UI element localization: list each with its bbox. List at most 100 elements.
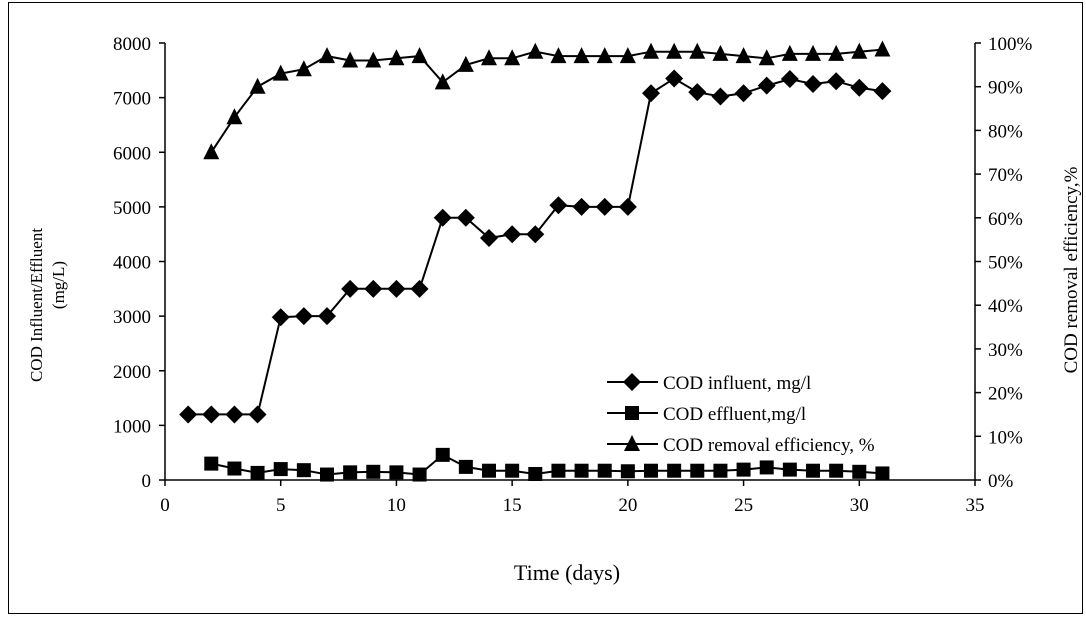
data-point-diamond — [595, 197, 614, 216]
data-point-diamond — [734, 84, 753, 103]
x-tick-label: 25 — [734, 495, 753, 516]
data-point-triangle — [781, 44, 798, 61]
data-point-square — [551, 463, 566, 478]
x-tick-label: 0 — [160, 495, 170, 516]
data-point-diamond — [642, 84, 660, 103]
data-point-triangle — [365, 51, 382, 68]
data-point-square — [505, 463, 520, 478]
y-tick-label: 7000 — [113, 89, 151, 110]
data-point-diamond — [780, 70, 799, 89]
data-point-triangle — [851, 42, 868, 59]
data-point-triangle — [550, 47, 567, 64]
y2-tick-label: 20% — [988, 384, 1023, 405]
data-point-square — [782, 462, 797, 477]
data-point-triangle — [828, 44, 845, 61]
y2-tick-label: 40% — [988, 296, 1023, 317]
data-point-diamond — [572, 197, 591, 216]
data-point-diamond — [271, 308, 290, 327]
data-point-triangle — [712, 44, 729, 61]
x-tick-label: 20 — [618, 495, 637, 516]
data-point-diamond — [294, 307, 313, 326]
data-point-diamond — [433, 208, 452, 227]
data-point-square — [227, 461, 242, 476]
data-point-square — [366, 464, 381, 479]
axes: 0 5 10 15 20 25 30 35 0 1000 2000 3000 4000 5000 6000 7… — [113, 34, 1033, 516]
legend-marker-square — [625, 406, 639, 420]
data-point-triangle — [388, 49, 405, 66]
data-point-triangle — [735, 47, 752, 64]
series-line-triangle — [210, 48, 883, 153]
data-point-diamond — [480, 229, 498, 248]
data-point-triangle — [689, 42, 706, 59]
data-point-triangle — [481, 49, 497, 66]
data-point-diamond — [873, 82, 892, 101]
data-point-diamond — [364, 279, 383, 298]
data-point-triangle — [874, 40, 891, 57]
data-point-square — [620, 464, 635, 479]
data-point-square — [829, 463, 844, 478]
data-point-triangle — [203, 143, 220, 160]
y2-tick-label: 50% — [988, 253, 1023, 274]
y-tick-label: 5000 — [113, 198, 151, 219]
y-tick-label: 3000 — [113, 307, 151, 328]
series-line-square — [211, 453, 883, 476]
data-point-diamond — [804, 74, 822, 93]
y-tick-label: 8000 — [113, 34, 151, 55]
data-point-square — [875, 466, 890, 481]
data-point-square — [273, 462, 288, 477]
y2-tick-label: 0% — [988, 471, 1014, 492]
data-point-square — [690, 463, 705, 478]
data-point-triangle — [411, 47, 428, 64]
data-point-square — [435, 447, 450, 462]
data-point-triangle — [249, 77, 266, 94]
data-point-triangle — [527, 42, 544, 59]
y2-tick-label: 30% — [988, 340, 1023, 361]
data-point-square — [852, 464, 867, 479]
data-point-diamond — [618, 197, 637, 216]
data-point-diamond — [757, 76, 776, 95]
y2-tick-label: 80% — [988, 121, 1023, 142]
data-point-diamond — [410, 279, 429, 298]
data-point-square — [597, 463, 612, 478]
data-point-diamond — [341, 279, 360, 298]
y2-tick-label: 60% — [988, 209, 1023, 230]
legend-marker-triangle — [624, 435, 640, 451]
data-point-triangle — [596, 47, 613, 64]
x-tick-label: 30 — [850, 495, 869, 516]
x-tick-label: 10 — [387, 495, 406, 516]
legend-marker-diamond — [623, 373, 641, 391]
data-point-square — [343, 465, 358, 480]
data-point-triangle — [504, 49, 521, 66]
data-point-diamond — [711, 87, 730, 106]
data-point-square — [736, 462, 751, 477]
y-axis-unit: (mg/L) — [49, 261, 68, 309]
data-point-diamond — [248, 405, 267, 424]
data-point-diamond — [225, 405, 244, 424]
data-point-triangle — [573, 47, 590, 64]
y-axis-title: COD Influent/Effluent — [27, 228, 46, 382]
data-point-square — [667, 463, 682, 478]
plot-series — [179, 40, 892, 482]
y-tick-label: 4000 — [113, 253, 151, 274]
data-point-diamond — [688, 83, 707, 102]
data-point-square — [204, 456, 219, 471]
data-point-diamond — [318, 307, 336, 326]
data-point-square — [644, 463, 658, 478]
data-point-triangle — [226, 108, 243, 125]
data-point-triangle — [295, 60, 312, 77]
series-line-diamond — [188, 77, 883, 416]
legend: COD influent, mg/l COD effluent,mg/l COD… — [607, 373, 875, 456]
data-point-triangle — [619, 47, 636, 64]
data-point-triangle — [666, 42, 683, 59]
y-tick-label: 0 — [142, 471, 152, 492]
data-point-square — [412, 467, 427, 482]
data-point-diamond — [827, 72, 846, 91]
data-point-triangle — [805, 44, 821, 61]
y2-tick-label: 100% — [988, 34, 1033, 55]
data-point-diamond — [503, 225, 522, 244]
chart-frame — [8, 2, 1083, 614]
x-tick-label: 5 — [276, 495, 286, 516]
y2-tick-label: 90% — [988, 78, 1023, 99]
y-tick-label: 1000 — [113, 416, 151, 437]
